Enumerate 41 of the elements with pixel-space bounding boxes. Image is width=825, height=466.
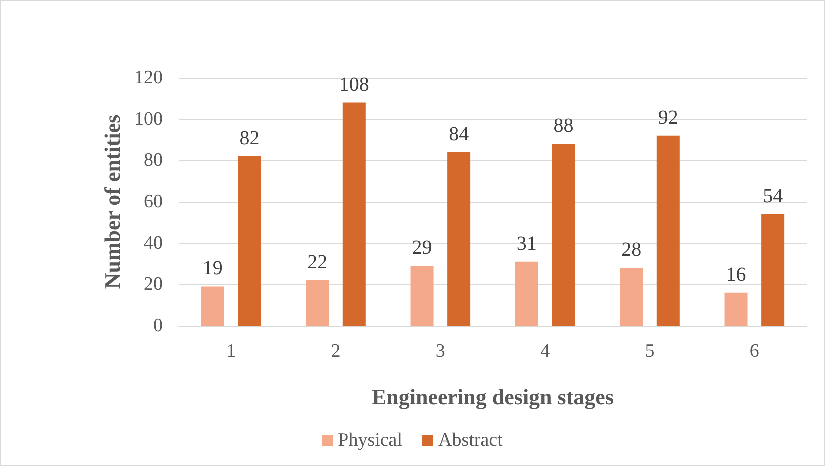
data-label: 16 [726, 264, 746, 286]
x-tick-label: 6 [750, 341, 760, 362]
bar [724, 292, 748, 326]
bar [656, 136, 680, 326]
data-label: 84 [449, 123, 470, 146]
data-label: 19 [202, 258, 223, 280]
bar [238, 156, 262, 326]
data-label: 82 [240, 128, 260, 150]
x-tick-label: 2 [331, 341, 341, 362]
x-tick-label: 4 [540, 341, 551, 362]
bar [448, 152, 471, 326]
data-label: 88 [554, 115, 574, 138]
y-tick-label: 0 [154, 316, 163, 336]
bar [552, 144, 576, 326]
y-axis-title: Number of entities [100, 114, 126, 290]
bar [762, 214, 785, 326]
bar [515, 262, 538, 326]
bar [201, 286, 224, 326]
data-label: 92 [658, 106, 678, 129]
x-tick-label: 5 [645, 341, 655, 362]
x-axis-title: Engineering design stages [372, 384, 614, 410]
data-label: 29 [412, 237, 432, 260]
y-tick-label: 80 [144, 150, 163, 172]
legend-label: Physical [338, 430, 403, 451]
x-tick-label: 3 [436, 341, 446, 362]
x-tick-label: 1 [226, 341, 236, 362]
bar [306, 280, 330, 326]
bar [620, 268, 644, 326]
data-label: 31 [516, 232, 537, 255]
bar [342, 102, 366, 326]
legend-label: Abstract [438, 430, 504, 451]
y-tick-label: 60 [144, 192, 163, 212]
bar [410, 266, 434, 326]
data-label: 54 [763, 185, 784, 208]
y-tick-label: 120 [134, 68, 163, 88]
y-tick-label: 40 [144, 232, 163, 254]
y-tick-label: 20 [144, 274, 163, 296]
data-label: 108 [339, 74, 370, 96]
data-label: 28 [622, 239, 642, 262]
y-tick-label: 100 [134, 108, 163, 130]
data-label: 22 [308, 252, 328, 274]
